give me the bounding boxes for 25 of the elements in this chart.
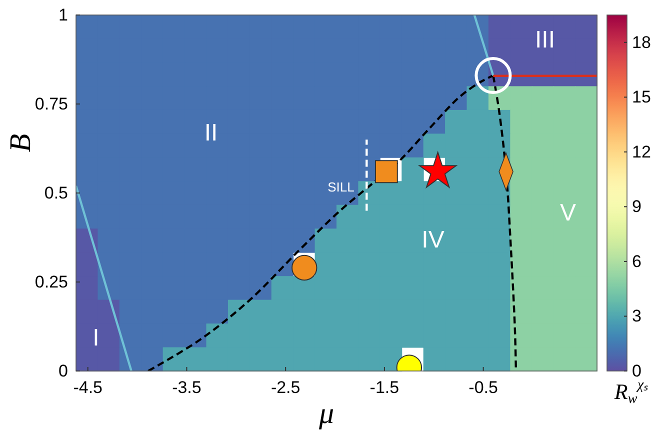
y-tick-label: 1	[58, 6, 68, 24]
color-bar-label: 3	[632, 306, 642, 326]
color-bar-label: 15	[632, 88, 651, 107]
annotation: SILL	[328, 180, 354, 194]
color-bar-label: 6	[632, 252, 642, 271]
annotation: I	[92, 324, 100, 352]
annotation: III	[534, 26, 556, 54]
y-tick-label: 0.5	[44, 184, 68, 202]
color-bar-label: 0	[632, 362, 642, 380]
x-tick-label: -2.5	[270, 378, 300, 397]
color-bar-label: 9	[632, 197, 642, 216]
x-axis-title: μ	[318, 397, 334, 430]
annotation: II	[204, 120, 218, 146]
color-bar-label: 18	[632, 32, 651, 52]
annotation: V	[560, 200, 576, 226]
x-tick-label: -1.5	[370, 378, 400, 397]
x-tick-label: -4.5	[73, 378, 103, 397]
color-bar-label: 12	[632, 142, 651, 162]
y-axis-title: B	[4, 134, 37, 152]
y-tick-label: 0	[58, 362, 68, 380]
x-tick-label: -0.5	[468, 378, 498, 397]
y-tick-label: 0.75	[34, 94, 68, 114]
x-tick-label: -3.5	[172, 378, 202, 397]
annotation: IV	[422, 226, 444, 254]
y-tick-label: 0.25	[34, 272, 68, 292]
